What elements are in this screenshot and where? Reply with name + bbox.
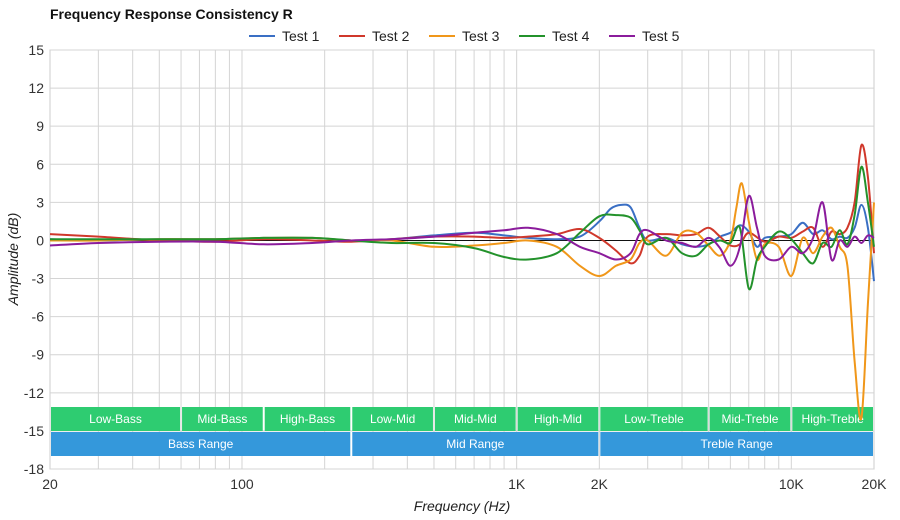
y-tick-label: 6: [36, 156, 44, 172]
plot-area: [49, 49, 875, 470]
legend-item: Test 1: [249, 28, 320, 44]
range-band-label: Treble Range: [701, 437, 774, 451]
series-line-test-4: [50, 165, 875, 291]
y-tick-label: 0: [36, 232, 44, 248]
x-tick-label: 20: [42, 476, 58, 492]
y-tick-label: -15: [24, 423, 44, 439]
subrange-band: [264, 407, 351, 431]
subrange-band-label: Mid-Bass: [197, 412, 247, 426]
chart-title: Frequency Response Consistency R: [50, 6, 293, 22]
subrange-band-label: Mid-Treble: [722, 412, 779, 426]
y-tick-label: -6: [32, 309, 45, 325]
y-tick-label: 15: [28, 42, 44, 58]
subrange-band: [709, 407, 791, 431]
range-band-label: Bass Range: [168, 437, 234, 451]
subrange-band-label: High-Treble: [802, 412, 865, 426]
subrange-band: [517, 407, 599, 431]
subrange-band: [352, 407, 433, 431]
y-tick-label: 3: [36, 194, 44, 210]
x-tick-label: 10K: [779, 476, 805, 492]
legend-label: Test 4: [552, 28, 590, 44]
series-line-test-5: [49, 194, 875, 267]
x-tick-label: 100: [230, 476, 254, 492]
range-band-label: Mid Range: [446, 437, 504, 451]
subrange-band-label: Low-Bass: [89, 412, 142, 426]
legend-label: Test 3: [462, 28, 500, 44]
x-tick-label: 2K: [591, 476, 609, 492]
range-band: [352, 432, 599, 456]
subrange-band: [182, 407, 263, 431]
legend: Test 1 Test 2 Test 3 Test 4 Test 5: [249, 28, 680, 44]
x-axis-label: Frequency (Hz): [414, 498, 510, 514]
legend-item: Test 5: [609, 28, 680, 44]
subrange-band-label: Low-Treble: [624, 412, 684, 426]
y-tick-label: 12: [28, 80, 44, 96]
series-line-test-3: [49, 182, 875, 421]
range-bands: Low-Bass Mid-Bass High-Bass Low-Mid Mid-Mid H…: [51, 407, 873, 456]
y-tick-label: -18: [24, 461, 44, 477]
y-tick-label: -12: [24, 385, 44, 401]
y-tick-label: 9: [36, 118, 44, 134]
legend-label: Test 2: [372, 28, 410, 44]
y-tick-label: -3: [32, 271, 45, 287]
legend-item: Test 2: [339, 28, 410, 44]
y-tick-label: -9: [32, 347, 45, 363]
y-axis-label: Amplitude (dB): [5, 213, 21, 307]
subrange-band-label: High-Bass: [280, 412, 335, 426]
grid: [49, 49, 875, 470]
subrange-band-label: Low-Mid: [370, 412, 415, 426]
subrange-band-label: Mid-Mid: [454, 412, 497, 426]
subrange-band: [600, 407, 708, 431]
legend-item: Test 3: [429, 28, 500, 44]
range-band: [600, 432, 873, 456]
x-tick-label: 1K: [508, 476, 526, 492]
x-tick-label: 20K: [862, 476, 888, 492]
legend-label: Test 1: [282, 28, 320, 44]
legend-label: Test 5: [642, 28, 680, 44]
legend-item: Test 4: [519, 28, 590, 44]
range-band: [51, 432, 351, 456]
subrange-band: [51, 407, 181, 431]
subrange-band: [434, 407, 516, 431]
subrange-band-label: High-Mid: [534, 412, 582, 426]
series-lines: [49, 143, 875, 421]
